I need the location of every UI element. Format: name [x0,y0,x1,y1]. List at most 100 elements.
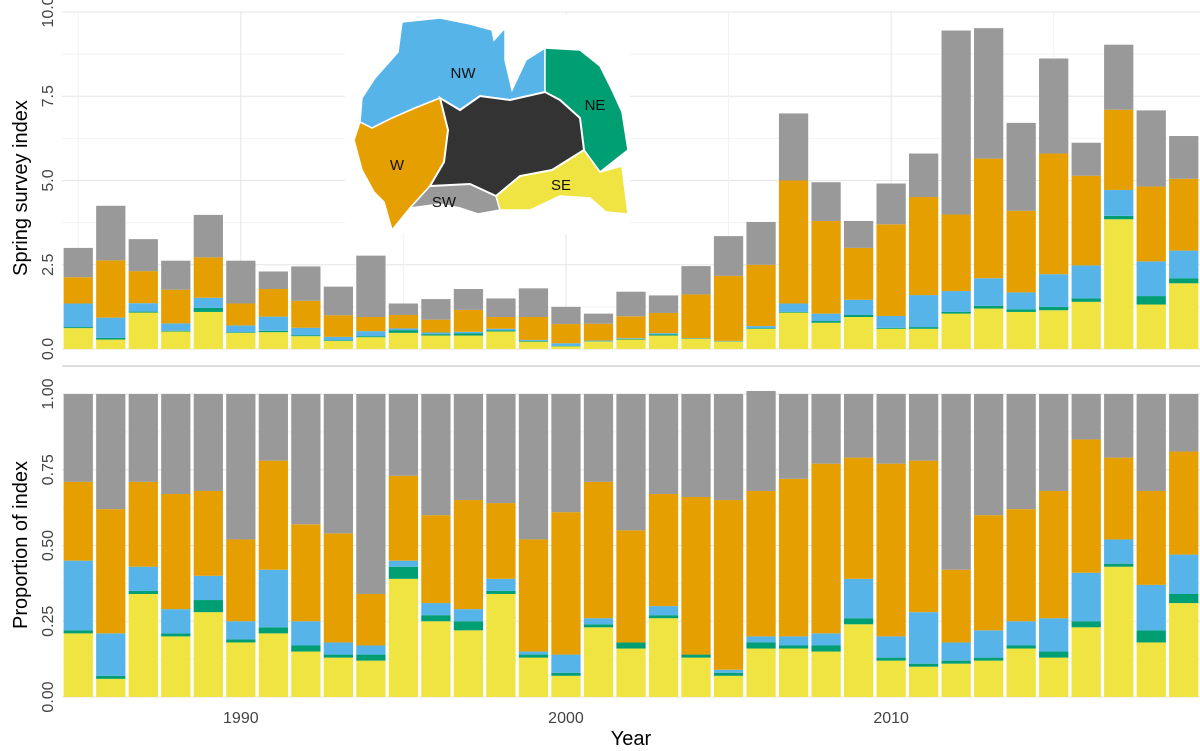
bar-segment-nw [421,332,451,335]
bar-segment-sw [486,394,516,504]
bar-segment-se [974,660,1004,697]
bar-segment-ne [1039,306,1069,311]
bar-segment-nw [161,609,191,634]
bar-segment-w [1136,490,1166,585]
top-y-tick-labels: 0.0 2.5 5.0 7.5 10.0 [40,0,57,360]
bar-segment-w [453,500,484,610]
bar-segment-w [876,224,906,316]
bar-segment-w [291,524,321,622]
bar-segment-se [843,624,874,697]
bar-segment-sw [258,394,288,461]
y-tick-label: 0.00 [40,681,57,712]
bar-segment-se [713,675,744,697]
y-tick-label: 0.25 [40,606,57,637]
bar-segment-se [486,331,516,349]
bar-segment-sw [746,221,776,265]
bar-segment-sw [843,220,874,248]
bar-segment-sw [258,271,288,290]
map-label-se: SE [551,177,571,194]
bar-segment-sw [1039,58,1069,154]
bar-segment-w [161,289,191,324]
bar-segment-nw [713,669,744,673]
bar-segment-se [226,642,256,697]
bar-segment-nw [486,578,516,591]
bar-segment-nw [583,618,614,625]
inset-region-map: NW NE W SW SE [345,14,630,234]
map-label-ne: NE [585,97,606,114]
bar-segment-sw [453,394,484,501]
bar-segment-sw [96,205,126,261]
bar-segment-w [1006,509,1036,622]
bar-segment-ne [291,645,321,652]
bar-segment-ne [616,338,646,340]
bar-segment-ne [63,327,93,329]
bar-segment-ne [258,627,288,634]
bar-segment-sw [291,266,321,301]
bar-segment-sw [1006,122,1036,211]
bar-segment-ne [291,335,321,337]
bar-segment-se [616,648,646,697]
bar-segment-w [583,323,614,341]
bar-segment-w [258,289,288,317]
bar-segment-sw [453,289,484,310]
map-interior [428,90,586,198]
bar-segment-w [811,463,841,634]
bar-segment-w [648,493,679,607]
bar-segment-w [518,316,549,340]
map-label-w: W [390,157,405,174]
bar-segment-sw [421,299,451,320]
bar-segment-ne [96,675,126,679]
bar-segment-se [876,328,906,349]
bar-segment-sw [226,260,256,304]
bar-segment-sw [713,236,744,276]
bar-segment-ne [323,340,354,341]
bar-segment-sw [974,394,1004,516]
bar-segment-se [811,651,841,697]
bar-segment-nw [908,612,939,664]
bar-segment-se [551,346,581,349]
bar-segment-se [1136,304,1166,349]
bar-segment-ne [1039,651,1069,658]
bar-segment-sw [388,303,419,315]
bar-segment-w [63,277,93,304]
bar-segment-se [583,627,614,697]
bar-segment-nw [746,326,776,329]
bar-segment-nw [421,603,451,616]
bar-segment-se [778,312,809,349]
x-tick-label: 2000 [548,710,584,727]
y-tick-label: 0.75 [40,454,57,485]
bar-segment-w [908,460,939,613]
bar-segment-se [518,341,549,349]
bar-segment-ne [486,330,516,332]
y-tick-label: 10.0 [40,0,57,28]
bar-segment-nw [323,642,354,655]
bar-segment-nw [453,609,484,622]
bar-segment-nw [96,633,126,676]
bar-segment-sw [778,394,809,479]
bar-segment-sw [1169,136,1199,179]
bar-segment-ne [1006,309,1036,312]
bar-segment-sw [681,394,711,498]
bar-segment-sw [518,288,549,317]
bar-segment-nw [63,560,93,631]
top-panel-survey-index: 0.0 2.5 5.0 7.5 10.0 Spring survey index [10,0,1200,367]
bar-segment-sw [356,394,386,594]
bar-segment-nw [778,303,809,312]
bar-segment-sw [908,394,939,461]
bar-segment-se [648,335,679,349]
bar-segment-w [843,457,874,579]
bar-segment-sw [193,394,223,491]
bar-segment-ne [161,633,191,637]
bar-segment-w [1104,109,1134,190]
bar-segment-nw [551,654,581,673]
y-tick-label: 2.5 [40,254,57,276]
bar-segment-ne [843,618,874,625]
bar-segment-w [778,478,809,637]
bar-segment-ne [974,657,1004,661]
bar-segment-se [388,332,419,349]
bar-segment-w [323,533,354,643]
y-tick-label: 5.0 [40,169,57,191]
bar-segment-ne [1169,593,1199,604]
bar-segment-w [551,512,581,655]
bar-segment-w [1136,186,1166,262]
